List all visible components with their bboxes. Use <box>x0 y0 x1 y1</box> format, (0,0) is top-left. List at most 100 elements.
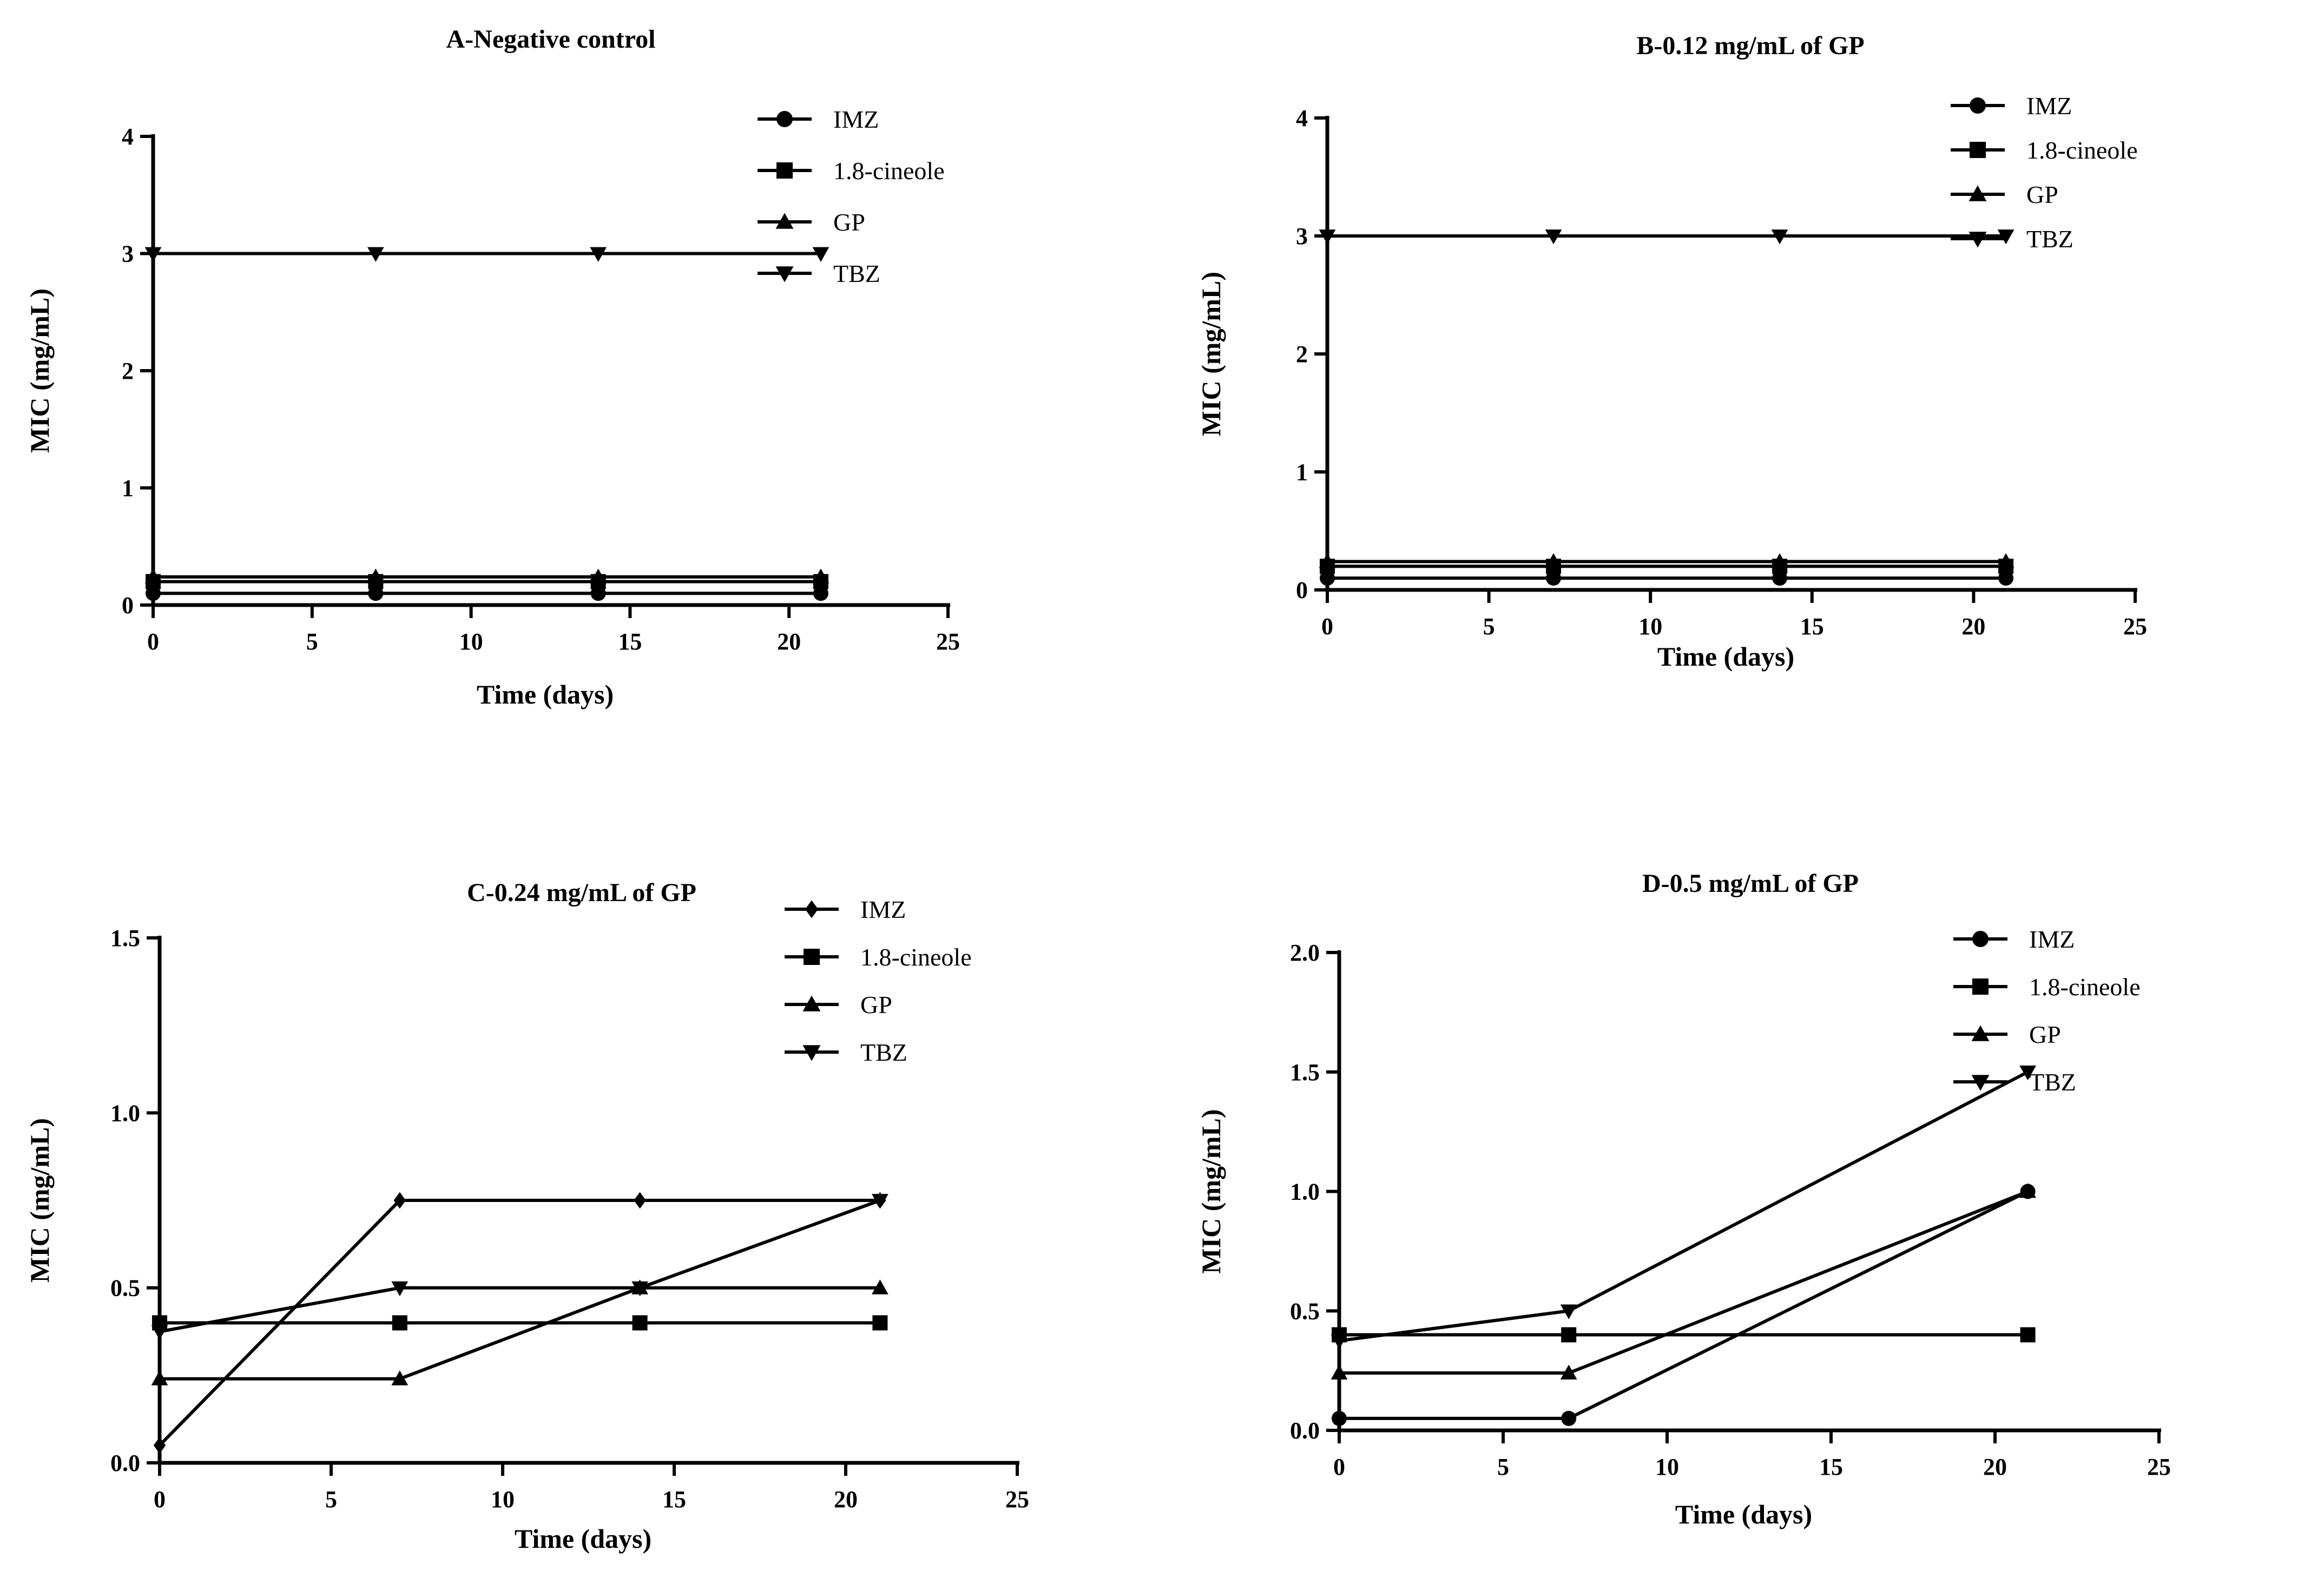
legend-marker <box>1969 185 1987 201</box>
chart-title: A-Negative control <box>446 25 656 54</box>
y-tick-label: 2.0 <box>1290 940 1320 966</box>
chart-title: D-0.5 mg/mL of GP <box>1642 869 1859 898</box>
y-tick-label: 0.0 <box>110 1450 140 1476</box>
legend-label: GP <box>2026 181 2058 208</box>
legend-marker <box>804 949 820 965</box>
x-tick-label: 15 <box>618 628 642 655</box>
x-tick-label: 25 <box>936 628 960 655</box>
data-point <box>1771 553 1788 568</box>
data-point <box>2019 1183 2036 1198</box>
x-tick-label: 20 <box>834 1486 858 1513</box>
data-point <box>1320 570 1335 586</box>
chart-panel: D-0.5 mg/mL of GP 0 5 10 15 20 25 0.0 0.5 1.0 1.5 2… <box>1196 869 2171 1529</box>
y-tick-label: 1.0 <box>110 1100 140 1126</box>
chart-panel: B-0.12 mg/mL of GP 0 5 10 15 20 25 0 1 2 3 4 Time (d… <box>1196 31 2147 672</box>
x-tick-label: 20 <box>777 628 801 655</box>
data-point <box>144 568 162 583</box>
legend-label: IMZ <box>2026 92 2072 120</box>
y-tick-label: 1.0 <box>1290 1179 1320 1205</box>
x-axis-label: Time (days) <box>1675 1499 1812 1529</box>
series-line <box>160 1286 880 1381</box>
legend-label: 1.8-cineole <box>833 157 945 185</box>
legend-marker <box>776 162 793 179</box>
x-tick-label: 25 <box>2123 613 2147 640</box>
x-tick-label: 25 <box>1005 1486 1029 1513</box>
data-point <box>1772 570 1788 586</box>
legend-marker <box>802 1045 821 1061</box>
data-point <box>590 586 606 601</box>
series-line <box>1339 1190 2029 1375</box>
x-axis-label: Time (days) <box>515 1523 651 1554</box>
legend-label: IMZ <box>860 896 906 923</box>
series-line <box>159 1199 881 1333</box>
legend-marker <box>775 266 794 283</box>
legend-label: GP <box>860 991 892 1019</box>
x-axis-label: Time (days) <box>477 679 614 710</box>
data-point <box>812 247 829 262</box>
x-tick-label: 0 <box>1321 613 1333 640</box>
data-point <box>1331 1364 1348 1380</box>
y-tick-label: 3 <box>122 241 134 267</box>
data-point <box>367 247 384 262</box>
x-tick-label: 20 <box>1983 1454 2007 1480</box>
data-point <box>634 1192 646 1209</box>
data-point <box>1331 1334 1348 1349</box>
data-point <box>144 247 162 262</box>
legend-label: TBZ <box>860 1039 907 1066</box>
legend-label: IMZ <box>2029 925 2075 953</box>
data-point <box>631 1281 648 1297</box>
y-axis-label: MIC (mg/mL) <box>1196 1109 1226 1273</box>
x-tick-label: 5 <box>306 628 318 655</box>
data-point <box>812 568 829 583</box>
data-point <box>1546 570 1562 586</box>
data-point <box>872 1279 888 1295</box>
legend-marker <box>1970 142 1986 158</box>
legend-label: TBZ <box>833 260 880 287</box>
y-tick-label: 0.5 <box>1290 1298 1320 1324</box>
y-tick-label: 1.5 <box>110 925 140 951</box>
data-point <box>872 1194 888 1209</box>
y-tick-label: 0 <box>1296 577 1308 603</box>
series-line <box>1339 1190 2029 1420</box>
data-point <box>1545 229 1562 245</box>
data-point <box>590 247 607 262</box>
data-point <box>1561 1327 1577 1343</box>
x-tick-label: 10 <box>491 1486 515 1513</box>
x-tick-label: 15 <box>1800 613 1824 640</box>
data-point <box>872 1315 888 1331</box>
data-point <box>391 1370 409 1385</box>
data-point <box>2019 1065 2036 1081</box>
legend-marker <box>775 213 794 229</box>
x-tick-label: 10 <box>1655 1454 1679 1480</box>
chart-panel: C-0.24 mg/mL of GP 0 5 10 15 20 25 0.0 0.5 1.0 1.5… <box>24 878 1029 1554</box>
y-axis-label: MIC (mg/mL) <box>24 288 55 453</box>
y-tick-label: 3 <box>1296 223 1308 249</box>
data-point <box>151 1325 168 1340</box>
x-tick-label: 5 <box>325 1486 337 1513</box>
x-tick-label: 0 <box>1333 1454 1345 1480</box>
data-point <box>151 1370 168 1385</box>
legend-label: IMZ <box>833 106 879 133</box>
chart-panel: A-Negative control 0 5 10 15 20 25 0 1 2 3 4 Time (d… <box>24 25 960 710</box>
data-point <box>1545 553 1562 568</box>
x-tick-label: 20 <box>1961 613 1985 640</box>
data-point <box>1319 229 1336 245</box>
data-point <box>153 1437 166 1454</box>
y-axis-label: MIC (mg/mL) <box>24 1118 55 1283</box>
data-point <box>2020 1327 2036 1343</box>
legend-label: GP <box>2029 1021 2061 1048</box>
y-tick-label: 1.5 <box>1290 1059 1320 1086</box>
legend-label: 1.8-cineole <box>2026 136 2138 164</box>
legend-label: GP <box>833 208 865 236</box>
legend-label: TBZ <box>2029 1068 2076 1096</box>
data-point <box>392 1315 407 1331</box>
y-tick-label: 1 <box>1296 459 1308 485</box>
x-tick-label: 15 <box>662 1486 686 1513</box>
chart-title: C-0.24 mg/mL of GP <box>467 878 696 907</box>
x-tick-label: 5 <box>1497 1454 1509 1480</box>
y-tick-label: 2 <box>122 358 134 384</box>
data-point <box>1997 553 2014 568</box>
x-tick-label: 0 <box>147 628 159 655</box>
data-point <box>813 586 828 601</box>
legend-marker <box>1971 1025 1990 1041</box>
